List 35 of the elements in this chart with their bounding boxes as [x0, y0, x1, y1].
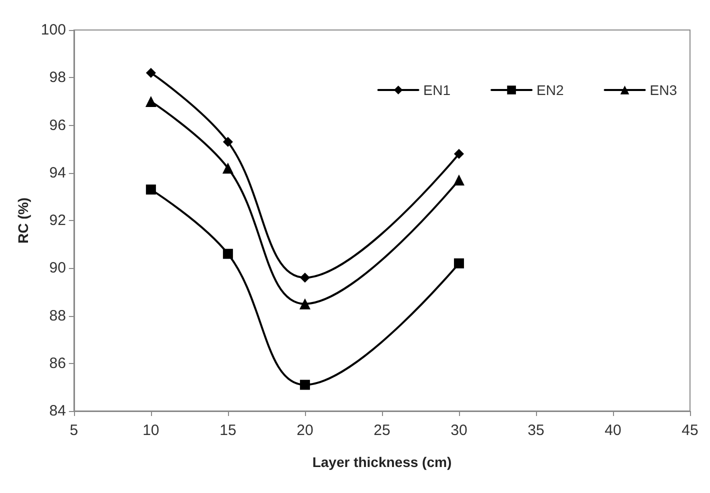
- x-tick-label: 5: [70, 422, 78, 439]
- y-tick-label: 100: [40, 22, 66, 38]
- point: [145, 96, 156, 107]
- point: [299, 298, 310, 310]
- y-axis-title: RC (%): [15, 198, 31, 244]
- x-tick-label: 25: [374, 422, 390, 439]
- point: [146, 184, 156, 195]
- y-tick-label: 88: [49, 307, 66, 324]
- x-tick-label: 20: [296, 422, 314, 439]
- legend-label: EN3: [650, 82, 678, 98]
- point: [222, 136, 233, 147]
- x-tick-label: 35: [528, 422, 544, 439]
- x-tick-label: 30: [450, 422, 468, 439]
- legend-label: EN1: [423, 82, 451, 98]
- y-tick-label: 90: [49, 260, 66, 277]
- point: [300, 272, 310, 283]
- x-tick-label: 45: [682, 422, 698, 439]
- point: [300, 380, 310, 390]
- x-tick-label: 40: [604, 422, 622, 439]
- point: [222, 162, 234, 174]
- point: [146, 68, 156, 78]
- point: [454, 258, 464, 268]
- point: [453, 174, 464, 186]
- point: [222, 248, 233, 259]
- y-tick-label: 94: [49, 164, 66, 182]
- y-tick-label: 84: [49, 402, 66, 420]
- x-tick-label: 10: [142, 422, 160, 439]
- legend-label: EN2: [536, 82, 564, 98]
- y-tick-label: 92: [49, 212, 66, 229]
- point: [454, 148, 464, 159]
- y-tick-label: 96: [49, 116, 66, 134]
- x-axis-title: Layer thickness (cm): [312, 454, 452, 470]
- y-tick-label: 86: [49, 354, 66, 372]
- x-tick-label: 15: [220, 422, 236, 439]
- y-tick-label: 98: [49, 69, 66, 86]
